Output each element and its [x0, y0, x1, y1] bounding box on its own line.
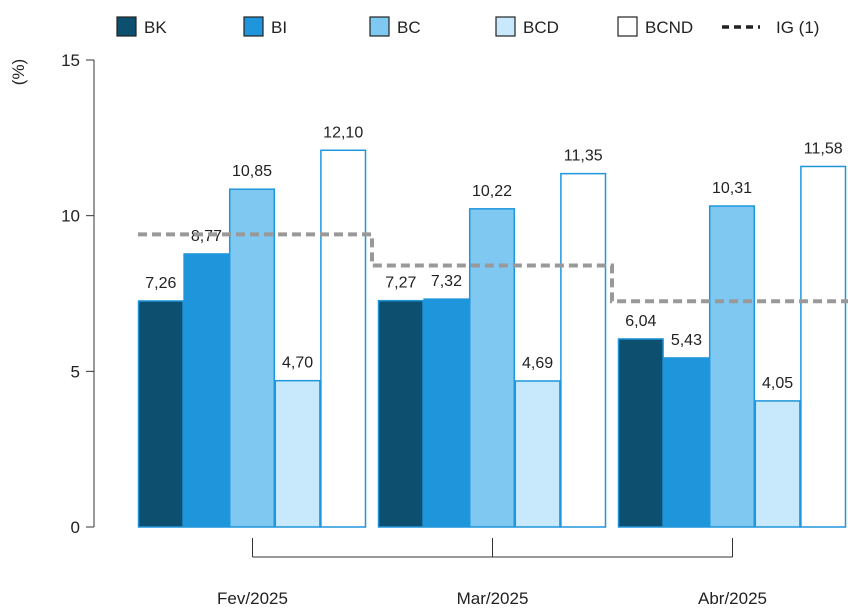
value-label-bi-fev-2025: 8,77 — [191, 228, 222, 245]
bar-bk-fev-2025 — [137, 300, 184, 528]
reference-line — [138, 232, 848, 304]
value-label-bi-mar-2025: 7,32 — [431, 273, 462, 290]
y-tick-label: 10 — [61, 207, 80, 226]
legend-label-bcd: BCD — [523, 18, 559, 37]
ig-reference-line — [138, 232, 848, 304]
bars: 7,26 8,77 10,85 4,70 12,10 7,27 7,32 10,22 4,69 1… — [137, 124, 847, 528]
y-axis: 0 5 10 15 — [61, 51, 95, 537]
legend-swatch-bk — [116, 16, 137, 37]
x-tick-label-abr-2025: Abr/2025 — [698, 589, 767, 608]
value-label-bcd-abr-2025: 4,05 — [762, 375, 793, 392]
bar-bk-abr-2025 — [617, 338, 664, 528]
bar-bcd-mar-2025 — [514, 380, 561, 528]
legend-label-ig: IG (1) — [776, 18, 819, 37]
value-label-bk-fev-2025: 7,26 — [145, 275, 176, 292]
bar-bi-fev-2025 — [183, 253, 230, 528]
legend-swatch-bi — [243, 16, 264, 37]
legend-swatch-bc — [369, 16, 390, 37]
bar-bi-abr-2025 — [663, 357, 710, 528]
bar-bcnd-abr-2025 — [800, 165, 847, 528]
bar-bcnd-fev-2025 — [320, 149, 367, 528]
bar-bcd-fev-2025 — [274, 379, 321, 528]
x-tick-label-mar-2025: Mar/2025 — [457, 589, 529, 608]
value-label-bcnd-abr-2025: 11,58 — [804, 140, 843, 157]
legend-label-bc: BC — [397, 18, 421, 37]
value-label-bk-abr-2025: 6,04 — [625, 313, 656, 330]
legend-swatch-bcd — [495, 16, 516, 37]
x-tick-label-fev-2025: Fev/2025 — [217, 589, 288, 608]
value-label-bc-fev-2025: 10,85 — [232, 163, 272, 180]
bar-bcnd-mar-2025 — [560, 172, 607, 528]
value-label-bi-abr-2025: 5,43 — [671, 332, 702, 349]
legend-swatch-bcnd — [617, 16, 638, 37]
bar-bcd-abr-2025 — [754, 400, 801, 528]
legend-label-bi: BI — [271, 18, 287, 37]
legend: BK BI BC BCD BCND IG (1) — [116, 16, 819, 37]
legend-label-bcnd: BCND — [645, 18, 693, 37]
bar-bi-mar-2025 — [423, 298, 470, 528]
y-tick-label: 15 — [61, 51, 80, 70]
value-label-bcd-fev-2025: 4,70 — [282, 355, 313, 372]
value-label-bc-mar-2025: 10,22 — [472, 183, 512, 200]
bar-bc-fev-2025 — [228, 188, 276, 528]
y-axis-label: (%) — [9, 59, 28, 85]
value-label-bcd-mar-2025: 4,69 — [522, 355, 553, 372]
value-label-bc-abr-2025: 10,31 — [712, 180, 752, 197]
value-label-bcnd-fev-2025: 12,10 — [323, 124, 363, 141]
legend-label-bk: BK — [144, 18, 167, 37]
value-label-bcnd-mar-2025: 11,35 — [564, 148, 603, 165]
y-tick-label: 5 — [71, 362, 80, 381]
bar-bk-mar-2025 — [377, 299, 424, 528]
y-tick-label: 0 — [71, 518, 80, 537]
bar-bc-abr-2025 — [708, 205, 756, 528]
bar-bc-mar-2025 — [468, 208, 516, 528]
value-label-bk-mar-2025: 7,27 — [385, 275, 416, 292]
x-axis: Fev/2025 Mar/2025 Abr/2025 — [217, 538, 767, 608]
